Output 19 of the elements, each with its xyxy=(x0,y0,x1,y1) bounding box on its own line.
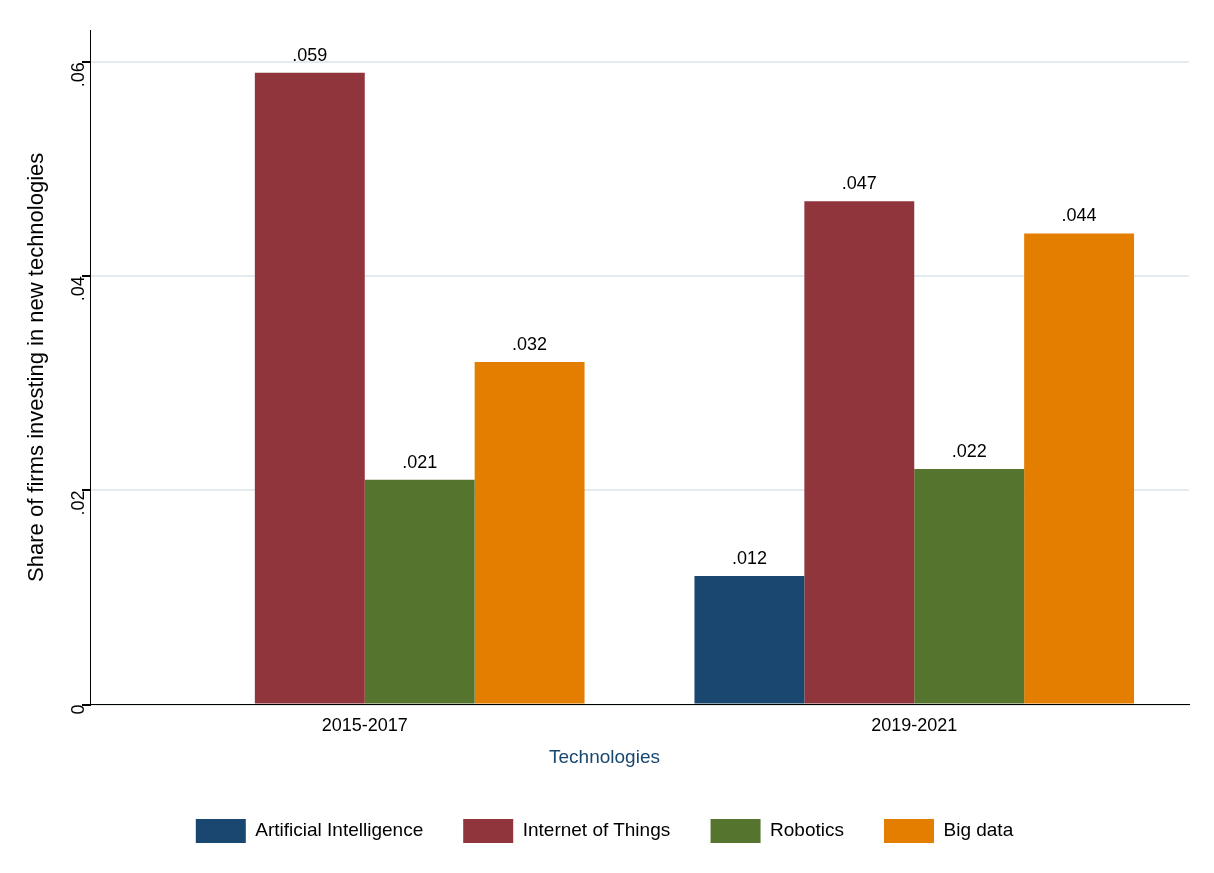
data-label: .021 xyxy=(402,451,438,472)
y-axis-title: Share of firms investing in new technologies xyxy=(23,152,49,582)
x-tick-label: 2019-2021 xyxy=(871,715,958,736)
y-tick-label: .04 xyxy=(67,276,88,302)
data-label: .047 xyxy=(841,173,877,194)
legend-label: Artificial Intelligence xyxy=(255,819,424,841)
data-label: .059 xyxy=(292,44,328,65)
y-tick-label: .02 xyxy=(67,490,88,516)
legend-label: Big data xyxy=(943,819,1014,841)
legend-label: Internet of Things xyxy=(522,819,671,841)
data-label: .012 xyxy=(731,548,767,569)
legend-label: Robotics xyxy=(770,819,844,841)
x-tick-label: 2015-2017 xyxy=(321,715,408,736)
data-label: .022 xyxy=(951,440,987,461)
y-tick-label: 0 xyxy=(67,704,88,715)
data-label: .032 xyxy=(512,333,548,354)
data-label: .044 xyxy=(1061,205,1097,226)
legend-title: Technologies xyxy=(549,745,660,767)
y-tick-label: .06 xyxy=(67,62,88,88)
